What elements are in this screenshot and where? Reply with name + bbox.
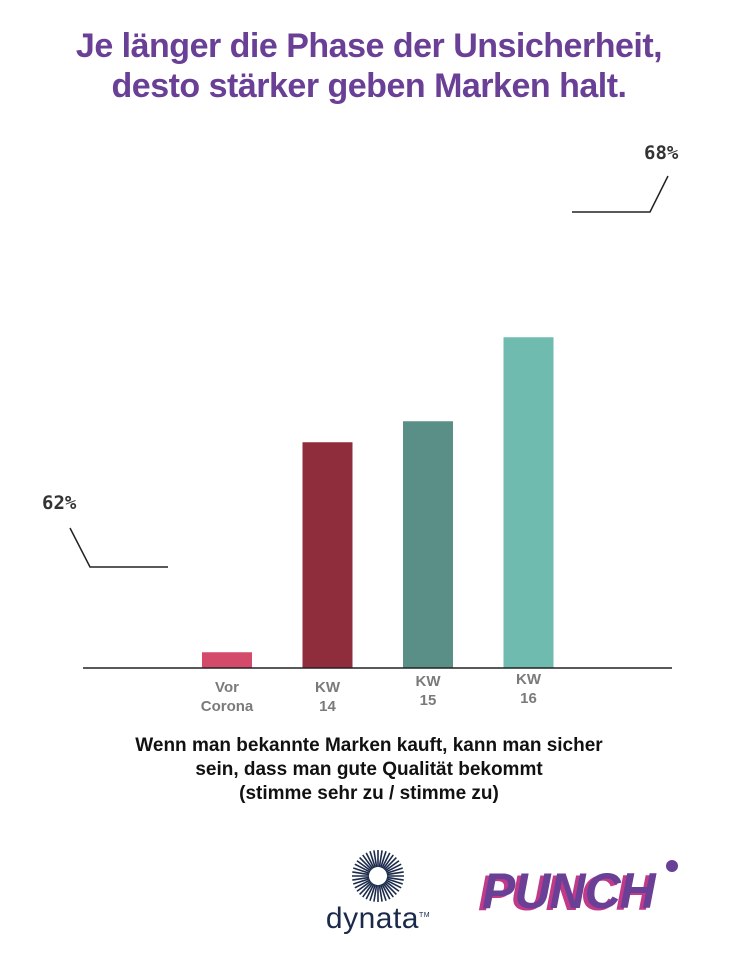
title-line-2: desto stärker geben Marken halt.	[111, 67, 627, 105]
burst-ray	[385, 879, 402, 889]
burst-ray	[352, 871, 370, 876]
title-line-1: Je länger die Phase der Unsicherheit,	[75, 27, 663, 65]
burst-ray	[381, 883, 391, 900]
dynata-trademark: TM	[418, 912, 431, 919]
punch-wordmark: PUNCH	[482, 863, 656, 919]
bar-3	[503, 337, 554, 668]
x-tick-label-0: Vor Corona	[177, 678, 277, 716]
burst-ray	[380, 884, 387, 901]
burst-ray	[353, 867, 370, 874]
chart-caption: Wenn man bekannte Marken kauft, kann man…	[0, 734, 738, 806]
burst-ray	[382, 854, 394, 870]
burst-ray	[378, 850, 383, 868]
burst-ray	[385, 863, 402, 873]
burst-ray	[386, 867, 403, 874]
burst-ray	[354, 863, 371, 873]
burst-ray	[353, 878, 370, 885]
x-tick-line-1-0: KW	[315, 679, 340, 696]
x-tick-line-3-1: 16	[520, 690, 537, 707]
callout-label-high: 68%	[644, 142, 679, 164]
dynata-burst-icon	[352, 850, 404, 902]
chart-title: Je länger die Phase der Unsicherheit, de…	[0, 26, 738, 106]
punch-logo: PUNCH	[482, 856, 682, 926]
bar-2	[403, 421, 453, 668]
burst-ray	[359, 881, 373, 895]
burst-ray	[365, 852, 375, 869]
dynata-name: dynata	[325, 902, 419, 935]
burst-ray	[380, 851, 387, 868]
bar-chart	[69, 175, 672, 669]
bar-group	[202, 337, 554, 668]
burst-ray	[383, 881, 397, 895]
burst-ray	[373, 850, 378, 868]
callout-line-high	[572, 175, 669, 213]
x-tick-line-2-1: 15	[419, 692, 437, 709]
dynata-logo: dynataTM	[318, 846, 438, 946]
x-tick-label-2: KW 15	[378, 672, 478, 710]
burst-ray	[359, 857, 373, 871]
burst-ray	[382, 882, 394, 898]
burst-ray	[384, 860, 400, 872]
caption-line-3: (stimme sehr zu / stimme zu)	[239, 783, 499, 804]
burst-ray	[365, 883, 375, 900]
caption-line-1: Wenn man bekannte Marken kauft, kann man…	[135, 735, 603, 756]
burst-ray	[373, 884, 378, 902]
x-tick-line-2-0: KW	[415, 673, 441, 690]
x-tick-line-0-0: Vor	[215, 679, 239, 696]
burst-ray	[352, 876, 370, 881]
x-tick-line-0-1: Corona	[200, 698, 254, 715]
burst-ray	[362, 882, 374, 898]
burst-ray	[383, 857, 397, 871]
burst-ray	[386, 871, 404, 876]
burst-ray	[356, 860, 372, 872]
dynata-wordmark: dynataTM	[318, 902, 438, 936]
burst-ray	[369, 851, 376, 868]
burst-ray	[356, 880, 372, 892]
x-tick-label-3: KW 16	[479, 670, 579, 708]
burst-ray	[386, 876, 404, 881]
x-tick-line-1-1: 14	[319, 698, 336, 715]
x-tick-line-3-0: KW	[516, 671, 541, 688]
burst-ray	[381, 852, 391, 869]
caption-line-2: sein, dass man gute Qualität bekommt	[195, 759, 543, 780]
burst-ray	[362, 854, 374, 870]
callout-line-low	[69, 527, 168, 568]
burst-ray	[386, 878, 403, 885]
bar-0	[202, 652, 252, 668]
burst-ray	[378, 884, 383, 902]
bar-1	[302, 442, 353, 668]
punch-dot-icon	[666, 860, 678, 872]
burst-ray	[369, 884, 376, 901]
burst-ray	[354, 879, 371, 889]
x-tick-label-1: KW 14	[278, 678, 378, 716]
callout-label-low: 62%	[42, 492, 77, 514]
burst-ray	[384, 880, 400, 892]
